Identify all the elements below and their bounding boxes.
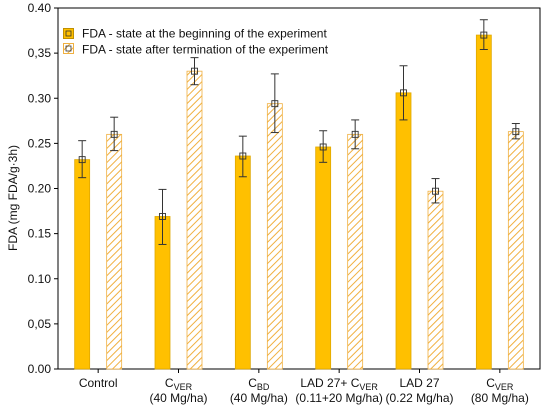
legend-swatch-series-1 xyxy=(63,28,74,39)
x-category-label: Control xyxy=(79,376,118,390)
legend-swatch-series-2 xyxy=(63,43,74,54)
bar-series-2 xyxy=(347,133,364,370)
mean-marker xyxy=(480,31,488,39)
x-category-label-line2: (0.11+20 Mg/ha) xyxy=(295,391,383,405)
legend-label-series-2: FDA - state after termination of the exp… xyxy=(82,43,329,57)
x-axis-labels: Control CVER(40 Mg/ha)CBD(40 Mg/ha)LAD 27… xyxy=(79,376,529,405)
bar-series-1 xyxy=(74,159,91,370)
bar-series-1 xyxy=(234,155,251,370)
legend-marker-series-2 xyxy=(65,45,72,52)
legend-label-series-1: FDA - state at the beginning of the expe… xyxy=(82,27,327,41)
x-category-label-line2: (0.22 Mg/ha) xyxy=(385,391,453,405)
y-axis: 0.00 0,05 0.10 0.15 0.20 0.25 0.30 0,35 0.40 xyxy=(28,1,58,376)
y-tick-label: 0.40 xyxy=(28,1,52,15)
x-axis-ticks xyxy=(97,369,501,373)
bar-series-2 xyxy=(427,190,444,370)
bar-series-1 xyxy=(475,34,492,370)
x-category-label-main: LAD 27+ C xyxy=(300,376,359,390)
mean-marker xyxy=(351,130,359,138)
x-category-label-main: Control xyxy=(79,376,118,390)
x-category-label-main: C xyxy=(486,376,495,390)
bar-series-1 xyxy=(315,146,332,370)
x-category-label-subscript: BD xyxy=(257,382,270,392)
mean-marker xyxy=(271,100,279,108)
bar-series-2 xyxy=(266,103,283,370)
x-category-label-main: C xyxy=(248,376,257,390)
bar-series-2 xyxy=(186,70,203,370)
bar-series-2 xyxy=(507,131,524,370)
x-category-label-main: C xyxy=(165,376,174,390)
x-category-label-line2: (40 Mg/ha) xyxy=(149,391,207,405)
x-category-label-main: LAD 27 xyxy=(399,376,439,390)
x-category-label: LAD 27+ CVER xyxy=(300,376,378,392)
bars xyxy=(74,34,524,370)
y-tick-label: 0,05 xyxy=(28,317,52,331)
y-tick-label: 0.20 xyxy=(28,182,52,196)
y-tick-label: 0,35 xyxy=(28,46,52,60)
x-category-label-line2: (80 Mg/ha) xyxy=(471,391,529,405)
bar-series-2 xyxy=(106,133,123,370)
x-category-label: CVER xyxy=(165,376,193,392)
bar-series-1 xyxy=(395,92,412,370)
x-category-label-subscript: VER xyxy=(359,382,378,392)
mean-marker xyxy=(319,143,327,151)
x-category-label: CVER xyxy=(486,376,514,392)
plot-area-frame xyxy=(57,7,541,370)
mean-marker xyxy=(239,152,247,160)
x-category-label: LAD 27 xyxy=(399,376,439,390)
x-category-label: CBD xyxy=(248,376,270,392)
y-tick-label: 0.30 xyxy=(28,91,52,105)
x-category-label-subscript: VER xyxy=(174,382,193,392)
y-tick-label: 0.15 xyxy=(28,227,52,241)
mean-marker xyxy=(432,187,439,195)
y-tick-label: 0.00 xyxy=(28,362,52,376)
mean-marker xyxy=(191,67,198,75)
error-bars xyxy=(78,19,520,245)
y-axis-title: FDA (mg FDA/g·3h) xyxy=(6,145,20,251)
x-category-label-subscript: VER xyxy=(495,382,514,392)
y-tick-label: 0.25 xyxy=(28,136,52,150)
mean-marker xyxy=(78,156,86,164)
y-tick-label: 0.10 xyxy=(28,272,52,286)
legend-marker-series-1 xyxy=(65,30,72,37)
legend: FDA - state at the beginning of the expe… xyxy=(63,27,329,57)
legend-item-series-2: FDA - state after termination of the exp… xyxy=(63,43,329,57)
x-category-label-line2: (40 Mg/ha) xyxy=(230,391,288,405)
mean-marker xyxy=(512,128,520,136)
mean-marker xyxy=(400,89,407,97)
legend-item-series-1: FDA - state at the beginning of the expe… xyxy=(63,27,327,41)
mean-marker xyxy=(110,130,118,138)
mean-marker xyxy=(159,213,166,220)
